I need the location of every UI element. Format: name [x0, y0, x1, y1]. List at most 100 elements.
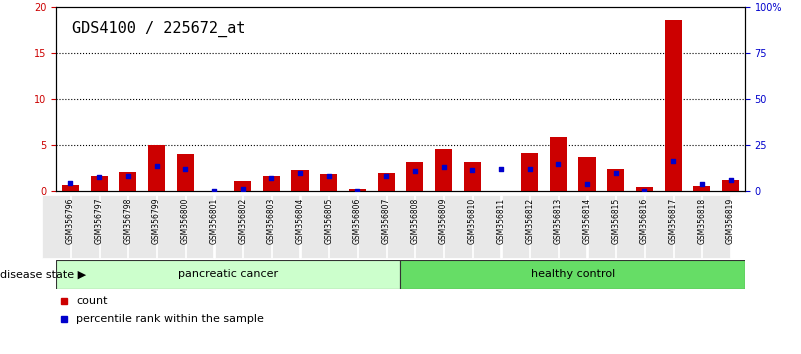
Point	[494, 166, 507, 172]
Text: GSM356806: GSM356806	[353, 198, 362, 244]
Bar	[91, 176, 107, 191]
Bar	[176, 154, 194, 191]
FancyBboxPatch shape	[128, 195, 156, 258]
Bar	[607, 169, 624, 191]
FancyBboxPatch shape	[501, 195, 529, 258]
FancyBboxPatch shape	[559, 195, 586, 258]
Bar	[636, 187, 653, 191]
Point	[207, 188, 220, 194]
FancyBboxPatch shape	[99, 195, 127, 258]
Bar	[292, 170, 308, 191]
Text: GSM356808: GSM356808	[410, 198, 420, 244]
Point	[122, 173, 135, 178]
Bar	[377, 173, 395, 191]
Text: healthy control: healthy control	[530, 269, 615, 279]
Text: GSM356811: GSM356811	[497, 198, 505, 244]
FancyBboxPatch shape	[645, 195, 673, 258]
FancyBboxPatch shape	[42, 195, 70, 258]
Text: GSM356799: GSM356799	[152, 198, 161, 244]
Bar	[435, 149, 452, 191]
Point	[265, 175, 278, 181]
Point	[666, 158, 679, 164]
Text: GSM356796: GSM356796	[66, 198, 75, 244]
FancyBboxPatch shape	[530, 195, 557, 258]
FancyBboxPatch shape	[588, 195, 615, 258]
Point	[150, 163, 163, 169]
Text: GSM356814: GSM356814	[582, 198, 592, 244]
Text: GSM356803: GSM356803	[267, 198, 276, 244]
Text: GSM356816: GSM356816	[640, 198, 649, 244]
FancyBboxPatch shape	[616, 195, 644, 258]
Bar	[578, 157, 596, 191]
FancyBboxPatch shape	[358, 195, 385, 258]
FancyBboxPatch shape	[186, 195, 213, 258]
Text: pancreatic cancer: pancreatic cancer	[178, 269, 279, 279]
Bar	[234, 181, 252, 191]
FancyBboxPatch shape	[300, 195, 328, 258]
Bar	[722, 180, 739, 191]
FancyBboxPatch shape	[702, 195, 730, 258]
Text: disease state ▶: disease state ▶	[0, 269, 87, 279]
Text: GSM356815: GSM356815	[611, 198, 620, 244]
Bar	[348, 189, 366, 191]
Point	[638, 188, 651, 194]
Text: GSM356798: GSM356798	[123, 198, 132, 244]
Point	[93, 175, 106, 180]
Bar	[406, 162, 424, 191]
FancyBboxPatch shape	[444, 195, 472, 258]
FancyBboxPatch shape	[473, 195, 501, 258]
Point	[581, 182, 594, 187]
Point	[294, 171, 307, 176]
Point	[437, 164, 450, 170]
Text: GSM356797: GSM356797	[95, 198, 103, 244]
Point	[236, 186, 249, 192]
FancyBboxPatch shape	[157, 195, 185, 258]
Bar	[119, 172, 136, 191]
Point	[64, 180, 77, 185]
Text: percentile rank within the sample: percentile rank within the sample	[76, 314, 264, 324]
Point	[552, 161, 565, 167]
Bar	[464, 162, 481, 191]
Text: GSM356807: GSM356807	[381, 198, 391, 244]
FancyBboxPatch shape	[329, 195, 357, 258]
Bar	[549, 137, 567, 191]
FancyBboxPatch shape	[71, 195, 99, 258]
Text: GSM356801: GSM356801	[209, 198, 219, 244]
Text: count: count	[76, 296, 107, 306]
FancyBboxPatch shape	[56, 260, 400, 289]
Bar	[148, 145, 165, 191]
Point	[380, 173, 392, 179]
FancyBboxPatch shape	[400, 260, 745, 289]
Text: GSM356813: GSM356813	[553, 198, 563, 244]
Text: GSM356800: GSM356800	[181, 198, 190, 244]
Bar	[263, 176, 280, 191]
FancyBboxPatch shape	[272, 195, 300, 258]
Point	[724, 178, 737, 183]
Point	[351, 188, 364, 193]
FancyBboxPatch shape	[215, 195, 242, 258]
FancyBboxPatch shape	[416, 195, 443, 258]
Bar	[320, 174, 337, 191]
Point	[610, 171, 622, 176]
Text: GSM356818: GSM356818	[698, 198, 706, 244]
Text: GSM356802: GSM356802	[238, 198, 248, 244]
FancyBboxPatch shape	[244, 195, 271, 258]
Point	[466, 167, 479, 173]
Point	[322, 173, 335, 179]
FancyBboxPatch shape	[674, 195, 702, 258]
Bar	[693, 185, 710, 191]
Text: GDS4100 / 225672_at: GDS4100 / 225672_at	[72, 21, 245, 38]
Text: GSM356804: GSM356804	[296, 198, 304, 244]
Point	[409, 168, 421, 173]
Bar	[62, 185, 79, 191]
Point	[695, 181, 708, 187]
Text: GSM356812: GSM356812	[525, 198, 534, 244]
Bar	[521, 153, 538, 191]
Point	[179, 166, 191, 171]
Text: GSM356805: GSM356805	[324, 198, 333, 244]
Text: GSM356819: GSM356819	[726, 198, 735, 244]
Text: GSM356809: GSM356809	[439, 198, 448, 244]
Point	[523, 166, 536, 172]
Text: GSM356817: GSM356817	[669, 198, 678, 244]
Text: GSM356810: GSM356810	[468, 198, 477, 244]
